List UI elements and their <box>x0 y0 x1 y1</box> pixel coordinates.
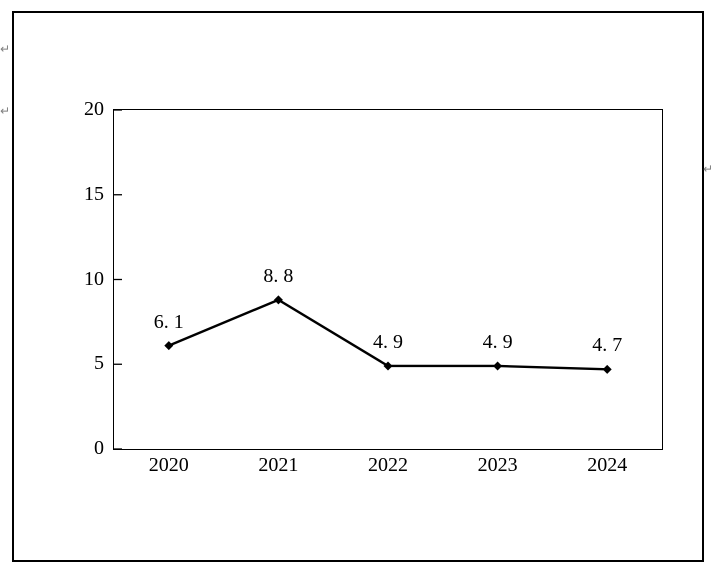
chart-plot-area <box>113 109 663 450</box>
data-point-marker <box>602 364 612 374</box>
x-axis-label: 2020 <box>148 454 189 476</box>
document-border <box>12 11 704 562</box>
data-point-marker <box>383 361 393 371</box>
y-axis-label: 20 <box>84 98 104 120</box>
y-axis-label: 10 <box>84 267 104 290</box>
x-axis-label: 2023 <box>477 454 518 476</box>
data-point-label: 4. 9 <box>482 330 513 353</box>
data-point-marker <box>493 361 503 371</box>
paragraph-return-icon: ↵ <box>0 42 11 56</box>
x-axis-label: 2024 <box>587 454 628 476</box>
y-axis-label: 0 <box>94 437 104 459</box>
paragraph-return-icon: ↵ <box>0 104 11 118</box>
data-point-label: 6. 1 <box>153 310 184 333</box>
x-axis-label: 2021 <box>258 454 299 476</box>
paragraph-return-icon: ↵ <box>703 162 714 176</box>
y-axis-label: 15 <box>84 182 104 205</box>
x-axis-label: 2022 <box>368 454 408 476</box>
data-point-label: 8. 8 <box>263 264 294 287</box>
line-chart-canvas <box>114 110 612 449</box>
data-point-marker <box>273 295 283 305</box>
y-axis-label: 5 <box>94 352 104 375</box>
data-point-label: 4. 7 <box>592 334 623 357</box>
data-point-marker <box>164 341 174 351</box>
data-point-label: 4. 9 <box>373 330 403 353</box>
